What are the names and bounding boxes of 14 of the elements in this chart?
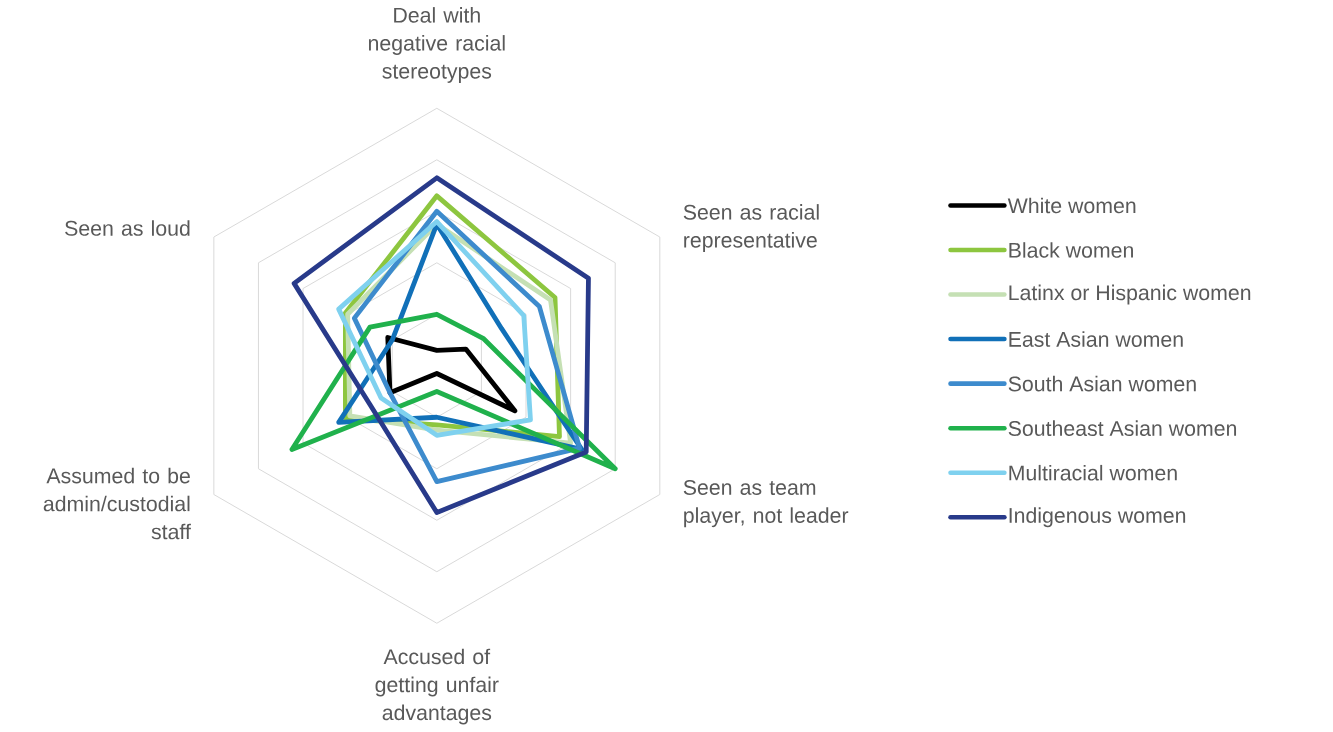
legend-label: Southeast Asian women	[1008, 420, 1237, 437]
legend-label: East Asian women	[1009, 331, 1183, 348]
legend-label: South Asian women	[1008, 376, 1196, 392]
legend-label: Black women	[1009, 242, 1133, 259]
legend-label: Latinx or Hispanic women	[1009, 284, 1251, 305]
spoke-label: Deal with negative racial stereotypes	[368, 7, 505, 84]
spoke-label: Seen as team player, not leader	[683, 480, 849, 528]
spoke-label: Seen as racial representative	[683, 204, 819, 253]
spoke-label: Accused of getting unfair advantages	[375, 648, 499, 725]
legend-label: Multiracial women	[1009, 465, 1177, 481]
spoke-label: Assumed to be admin/custodial staff	[43, 467, 191, 540]
spoke-label: Seen as loud	[65, 220, 190, 237]
legend-label: White women	[1007, 197, 1136, 214]
legend-label: Indigenous women	[1009, 507, 1186, 528]
